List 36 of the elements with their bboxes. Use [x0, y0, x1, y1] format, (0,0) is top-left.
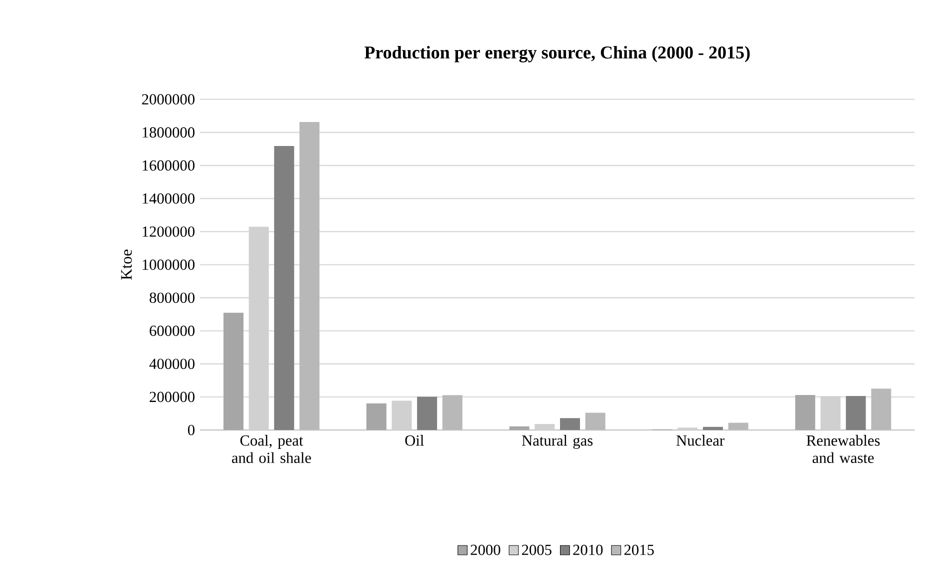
bar: [509, 426, 530, 430]
bar: [728, 422, 748, 430]
y-axis-title: Ktoe: [121, 250, 132, 280]
y-tick-label: 1800000: [142, 127, 194, 138]
bar: [274, 146, 294, 430]
bar: [560, 418, 580, 430]
bar: [846, 396, 866, 430]
bar: [442, 395, 462, 430]
y-tick-label: 600000: [150, 326, 194, 336]
x-tick-label: Oil: [405, 434, 424, 446]
legend-label: 2010: [573, 544, 603, 556]
y-tick-label: 1200000: [142, 226, 194, 237]
y-tick-label: 0: [188, 424, 194, 436]
bar: [223, 312, 244, 430]
legend-label: 2005: [522, 544, 552, 556]
bar: [299, 122, 320, 430]
x-tick-label: Coal, peat and oil shale: [232, 434, 311, 464]
y-tick-label: 1400000: [142, 193, 194, 204]
x-tick-label: Renewables and waste: [806, 434, 880, 464]
y-tick-label: 200000: [150, 392, 194, 402]
y-tick-label: 1600000: [142, 160, 194, 171]
x-tick-label: Nuclear: [676, 434, 724, 446]
bar: [702, 426, 723, 430]
y-tick-label: 400000: [149, 358, 194, 370]
y-tick-label: 2000000: [142, 94, 194, 104]
bar: [871, 388, 892, 430]
chart-title: Production per energy source, China (2000 - 2015): [364, 46, 750, 62]
bar: [366, 403, 386, 430]
bar: [585, 412, 606, 430]
bar: [795, 394, 816, 430]
y-tick-label: 800000: [150, 292, 194, 303]
y-tick-label: 1000000: [142, 260, 194, 270]
bar: [417, 396, 438, 430]
legend-label: 2015: [624, 544, 654, 556]
x-tick-label: Natural gas: [522, 434, 593, 449]
legend-label: 2000: [470, 544, 500, 556]
